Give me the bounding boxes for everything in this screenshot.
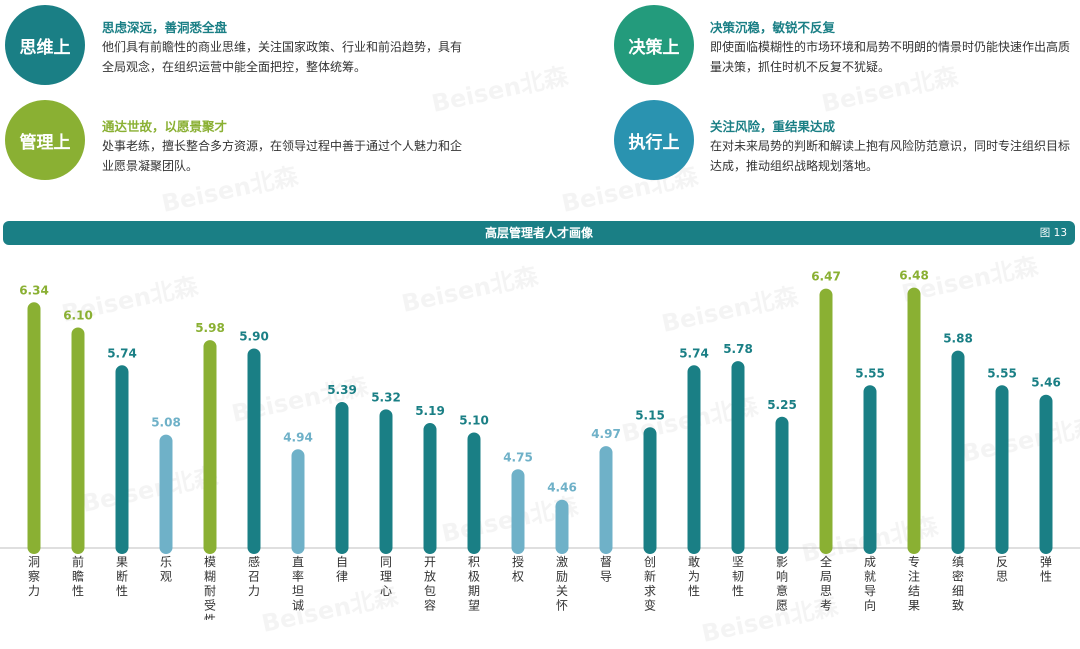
category-label-19: 全局思考 (820, 554, 832, 613)
data-label-6: 5.90 (239, 330, 269, 344)
category-label-22: 缜密细致 (952, 555, 964, 613)
bar-2 (71, 327, 85, 554)
category-label-7: 直率坦诚 (292, 555, 304, 613)
bar-13 (555, 499, 569, 554)
bar-9 (379, 409, 393, 554)
bar-23 (995, 385, 1009, 554)
bar-7 (291, 449, 305, 554)
card-management-title: 通达世故，以愿景聚才 (102, 119, 228, 134)
bar-11 (467, 432, 481, 554)
data-label-21: 6.48 (899, 269, 929, 283)
bar-24 (1039, 394, 1053, 554)
category-label-2: 前瞻性 (72, 554, 84, 598)
card-decision-badge: 决策上 (614, 5, 694, 85)
category-label-20: 成就导向 (864, 555, 876, 613)
data-label-18: 5.25 (767, 398, 797, 412)
data-label-15: 5.15 (635, 408, 665, 422)
bar-12 (511, 469, 525, 554)
category-label-15: 创新求变 (644, 555, 656, 613)
card-management-desc: 处事老练，擅长整合多方资源，在领导过程中善于通过个人魅力和企业愿景凝聚团队。 (102, 139, 463, 173)
bar-19 (819, 288, 833, 554)
data-label-8: 5.39 (327, 383, 357, 397)
category-label-3: 果断性 (116, 555, 128, 598)
card-thinking-title: 思虑深远，善洞悉全盘 (102, 20, 228, 35)
data-label-14: 4.97 (591, 427, 621, 441)
category-label-18: 影响意愿 (776, 555, 788, 613)
bar-4 (159, 434, 173, 554)
card-decision-desc: 即使面临模糊性的市场环境和局势不明朗的情景时仍能快速作出高质量决策，抓住时机不反… (710, 40, 1071, 74)
card-thinking-desc: 他们具有前瞻性的商业思维，关注国家政策、行业和前沿趋势，具有全局观念，在组织运营… (102, 40, 463, 74)
data-label-11: 5.10 (459, 414, 489, 428)
data-label-24: 5.46 (1031, 376, 1061, 390)
category-label-5: 模糊耐受性 (204, 555, 216, 620)
data-label-20: 5.55 (855, 366, 885, 380)
data-label-16: 5.74 (679, 346, 709, 360)
category-label-21: 专注结果 (908, 554, 920, 613)
card-management-badge: 管理上 (5, 100, 85, 180)
data-label-4: 5.08 (151, 416, 181, 430)
category-label-6: 感召力 (248, 554, 260, 598)
category-label-16: 敢为性 (688, 555, 700, 598)
data-label-7: 4.94 (283, 430, 313, 444)
bar-1 (27, 302, 41, 554)
data-label-1: 6.34 (19, 283, 49, 297)
card-execution-title: 关注风险，重结果达成 (710, 119, 836, 134)
card-thinking-badge: 思维上 (5, 5, 85, 85)
bar-3 (115, 365, 129, 554)
data-label-9: 5.32 (371, 390, 401, 404)
card-execution-desc: 在对未来局势的判断和解读上抱有风险防范意识，同时专注组织目标达成，推动组织战略规… (710, 139, 1071, 173)
category-label-12: 授权 (512, 554, 524, 584)
category-label-14: 督导 (600, 554, 612, 584)
chart-banner: 高层管理者人才画像 图 13 (3, 221, 1075, 245)
data-label-12: 4.75 (503, 450, 533, 464)
bar-chart: 6.34 洞察力 6.10 前瞻性 5.74 果断性 5.08 乐观 5.98 模糊耐受性 5.90… (0, 269, 1080, 620)
data-label-2: 6.10 (63, 309, 93, 323)
category-label-9: 同理心 (380, 555, 392, 598)
data-label-3: 5.74 (107, 346, 137, 360)
category-label-13: 激励关怀 (556, 555, 568, 613)
category-label-1: 洞察力 (28, 555, 40, 598)
bar-8 (335, 402, 349, 554)
bar-10 (423, 423, 437, 554)
data-label-22: 5.88 (943, 332, 973, 346)
bar-22 (951, 350, 965, 554)
card-decision-title: 决策沉稳，敏锐不反复 (710, 20, 836, 35)
bar-14 (599, 446, 613, 554)
data-label-17: 5.78 (723, 342, 753, 356)
chart-title: 高层管理者人才画像 (484, 226, 593, 240)
bar-18 (775, 416, 789, 554)
category-label-24: 弹性 (1040, 555, 1052, 584)
category-label-4: 乐观 (160, 555, 172, 584)
card-execution-badge: 执行上 (614, 100, 694, 180)
bar-16 (687, 365, 701, 554)
category-label-23: 反思 (996, 555, 1008, 584)
data-label-23: 5.55 (987, 366, 1017, 380)
bar-20 (863, 385, 877, 554)
bar-17 (731, 361, 745, 554)
bar-5 (203, 340, 217, 554)
data-label-5: 5.98 (195, 321, 225, 335)
category-label-10: 开放包容 (424, 555, 436, 613)
bar-15 (643, 427, 657, 554)
category-label-17: 坚韧性 (732, 555, 744, 598)
bar-21 (907, 287, 921, 554)
category-label-8: 自律 (336, 555, 348, 584)
category-label-11: 积极期望 (468, 555, 480, 613)
data-label-10: 5.19 (415, 404, 445, 418)
bar-6 (247, 348, 261, 554)
data-label-19: 6.47 (811, 270, 841, 284)
data-label-13: 4.46 (547, 481, 577, 495)
figure-number: 图 13 (1039, 227, 1067, 239)
